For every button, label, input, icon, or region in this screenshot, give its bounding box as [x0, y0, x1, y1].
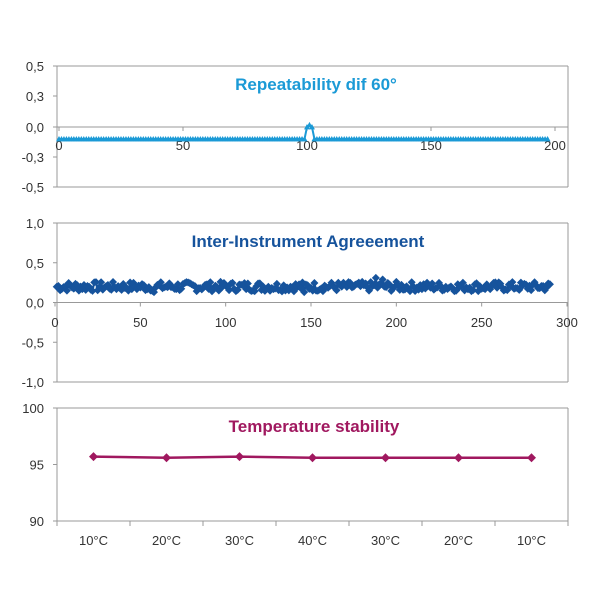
x-tick-label: 100: [215, 315, 237, 330]
x-tick-label: 50: [176, 138, 190, 153]
agreement-point: [458, 278, 467, 287]
agreement-point: [62, 286, 71, 295]
agreement-point: [310, 278, 319, 287]
x-tick-label: 0: [55, 138, 62, 153]
agreement-point: [91, 278, 100, 287]
agreement-point: [371, 273, 380, 282]
temperature-stability-title: Temperature stability: [229, 417, 400, 436]
x-tick-label: 200: [544, 138, 566, 153]
repeatability-point: [301, 136, 308, 142]
x-tick-label: 10°C: [79, 533, 108, 548]
agreement-point: [545, 280, 554, 289]
temperature-point: [527, 453, 536, 463]
agreement-point: [156, 278, 165, 287]
repeatability-point: [544, 136, 551, 142]
y-tick-label: 1,0: [26, 216, 44, 231]
x-tick-label: 50: [133, 315, 147, 330]
x-tick-label: 20°C: [444, 533, 473, 548]
x-tick-label: 200: [385, 315, 407, 330]
x-tick-label: 150: [300, 315, 322, 330]
agreement-point: [508, 278, 517, 287]
x-tick-label: 300: [556, 315, 578, 330]
x-tick-label: 30°C: [371, 533, 400, 548]
agreement-point: [405, 287, 414, 296]
agreement-point: [332, 286, 341, 295]
agreement-point: [228, 278, 237, 287]
y-tick-label: -0,3: [22, 150, 44, 165]
y-tick-label: 0,0: [26, 120, 44, 135]
y-tick-label: 95: [30, 458, 44, 473]
temperature-point: [162, 453, 171, 463]
x-tick-label: 100: [296, 138, 318, 153]
repeatability-point: [308, 124, 315, 130]
x-tick-label: 10°C: [517, 533, 546, 548]
temperature-point: [308, 453, 317, 463]
inter-instrument-chart: Inter-Instrument Agreeement 1,0 0,5 0,0 -0,…: [22, 216, 578, 390]
x-tick-label: 250: [471, 315, 493, 330]
y-tick-label: 0,5: [26, 59, 44, 74]
y-tick-label: 0,3: [26, 89, 44, 104]
agreement-point: [97, 278, 106, 287]
agreement-point: [243, 279, 252, 288]
temperature-point: [381, 453, 390, 463]
temperature-stability-chart: Temperature stability 100 95 90 10°C 20°C 30°…: [22, 401, 569, 548]
y-tick-label: -0,5: [22, 335, 44, 350]
agreement-point: [378, 275, 387, 284]
x-tick-label: 20°C: [152, 533, 181, 548]
agreement-point: [300, 288, 309, 297]
y-tick-label: 90: [30, 514, 44, 529]
x-tick-label: 40°C: [298, 533, 327, 548]
agreement-point: [428, 279, 437, 288]
y-tick-label: -1,0: [22, 375, 44, 390]
agreement-point: [206, 278, 215, 287]
y-tick-label: 100: [22, 401, 44, 416]
repeatability-chart: Repeatability dif 60° 0,5 0,3 0,0 -0,3 -0,5 0…: [22, 59, 569, 195]
temperature-point: [89, 452, 98, 462]
x-tick-label: 0: [51, 315, 58, 330]
inter-instrument-title: Inter-Instrument Agreeement: [192, 232, 425, 251]
y-tick-label: -0,5: [22, 180, 44, 195]
temperature-point: [235, 452, 244, 462]
x-tick-label: 150: [420, 138, 442, 153]
agreement-point: [272, 279, 281, 288]
temperature-point: [454, 453, 463, 463]
agreement-point: [88, 286, 97, 295]
y-tick-label: 0,5: [26, 256, 44, 271]
agreement-point: [469, 286, 478, 295]
y-tick-label: 0,0: [26, 296, 44, 311]
x-tick-label: 30°C: [225, 533, 254, 548]
repeatability-title: Repeatability dif 60°: [235, 75, 397, 94]
